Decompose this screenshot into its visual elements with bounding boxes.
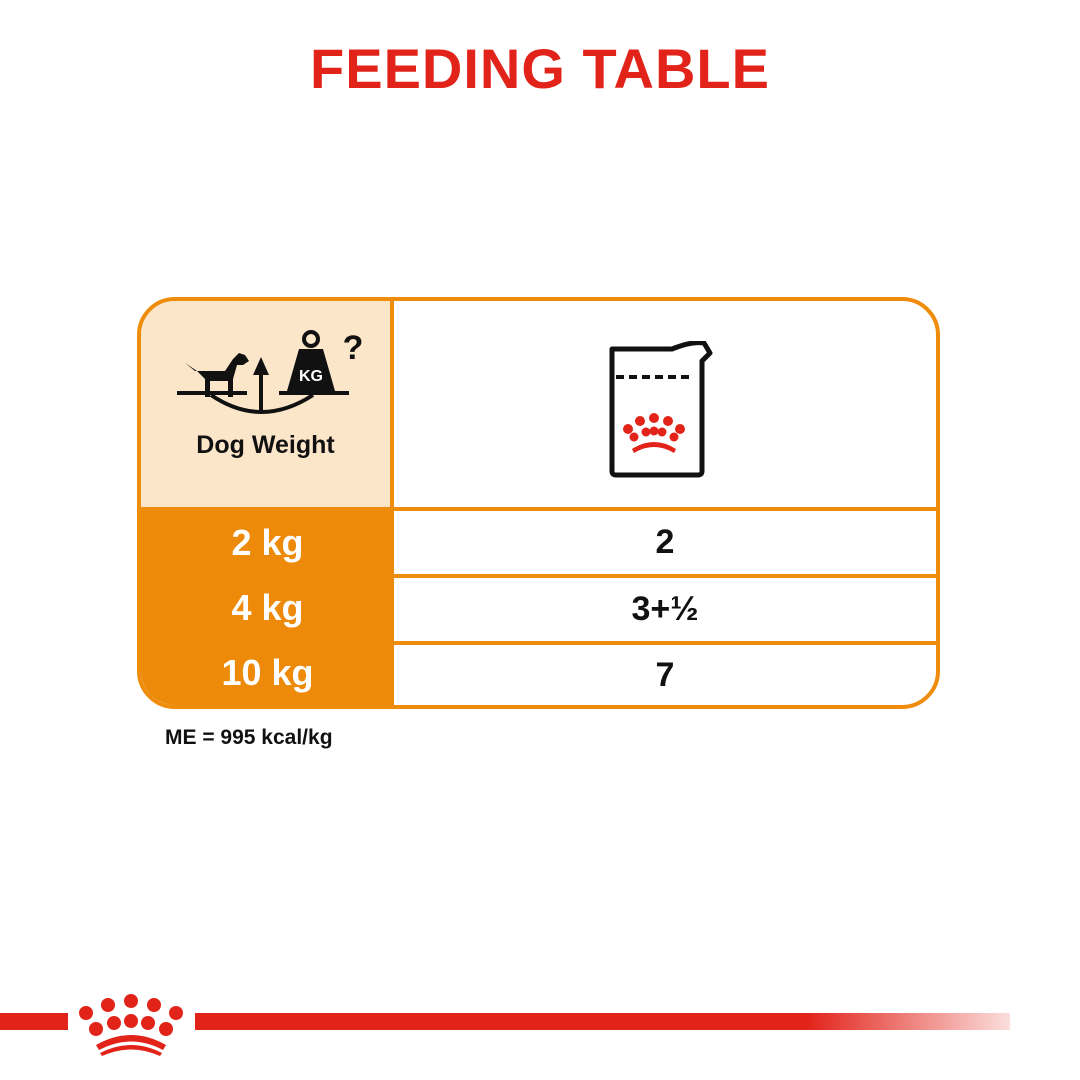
pouches-cell: 2	[655, 523, 675, 561]
svg-text:KG: KG	[299, 368, 323, 385]
pouch-header	[394, 301, 936, 511]
pouches-cell: 7	[394, 641, 936, 705]
page-title: FEEDING TABLE	[310, 37, 770, 100]
dog-weight-label: Dog Weight	[196, 431, 335, 459]
dog-scale-icon: KG ?	[177, 329, 364, 414]
pouches-cell: 3+½	[394, 574, 936, 641]
table-row: 10 kg 7	[141, 641, 936, 705]
dog-weight-cell: 10 kg	[141, 641, 394, 705]
brand-stripe-right	[195, 1013, 1010, 1030]
dog-weight-header: KG ? Dog Weight	[141, 301, 394, 511]
feeding-table: KG ? Dog Weight 2 kg 2 4 kg 3+½ 10 kg 7	[137, 297, 940, 709]
table-row: 4 kg 3+½	[141, 574, 936, 641]
brand-stripe-left	[0, 1013, 68, 1030]
pouch-icon	[609, 341, 713, 478]
table-row: 2 kg 2	[141, 511, 936, 574]
energy-footnote: ME = 995 kcal/kg	[165, 726, 333, 749]
svg-text:?: ?	[343, 329, 364, 367]
dog-weight-cell: 2 kg	[141, 511, 394, 574]
royal-canin-crown-logo	[79, 994, 183, 1056]
dog-weight-cell: 4 kg	[141, 574, 394, 641]
